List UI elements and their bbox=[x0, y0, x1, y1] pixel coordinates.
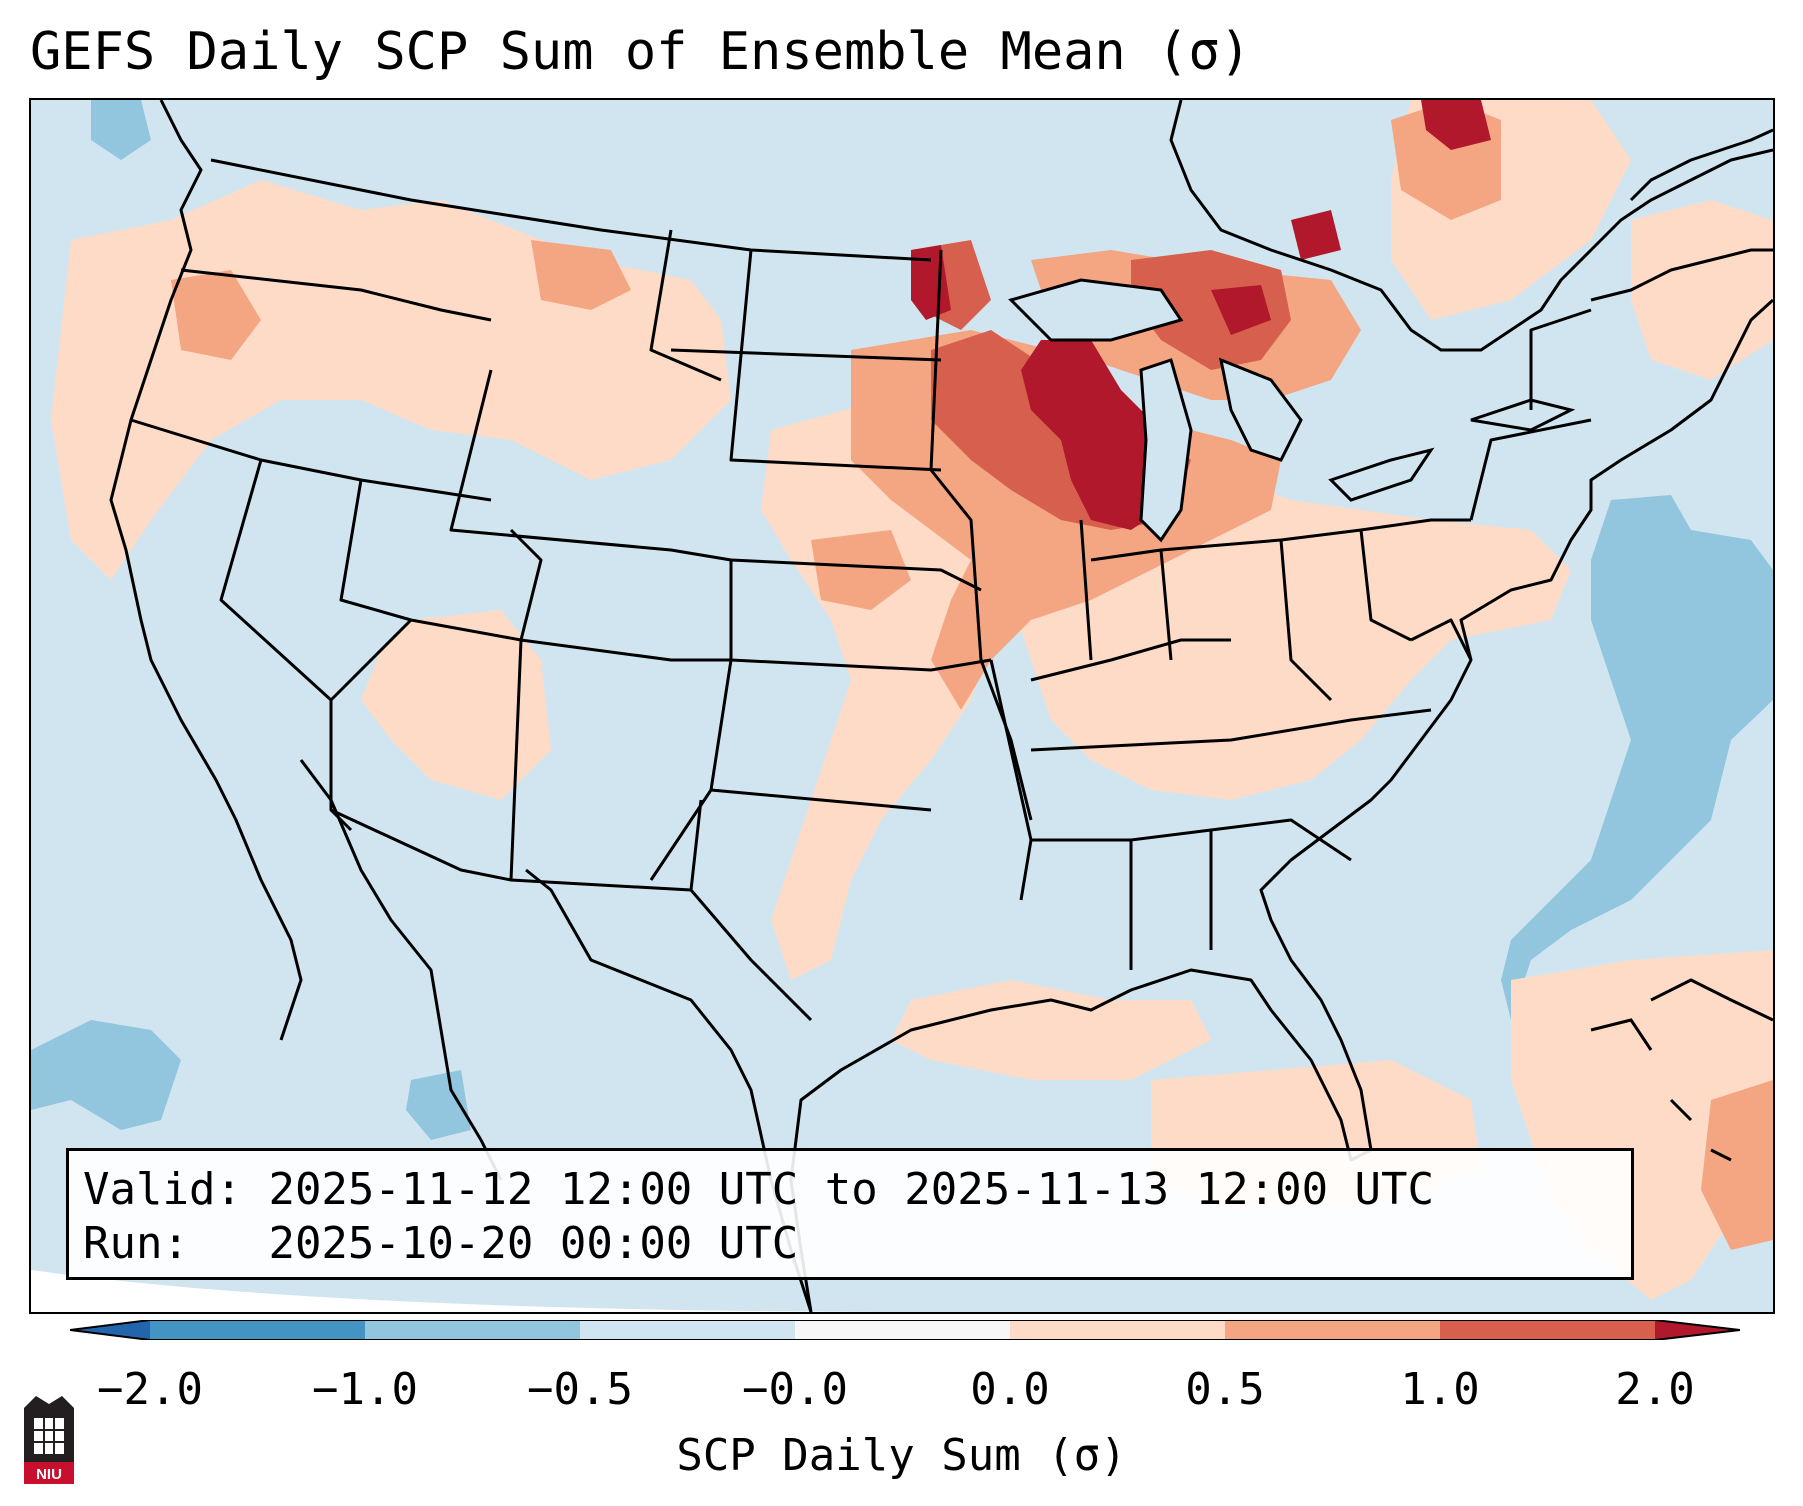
colorbar-bin-4 bbox=[1010, 1320, 1225, 1340]
valid-value: 2025-11-12 12:00 UTC to 2025-11-13 12:00… bbox=[268, 1164, 1435, 1215]
colorbar-tick: 0.0 bbox=[970, 1364, 1050, 1415]
colorbar-tick: −2.0 bbox=[97, 1364, 203, 1415]
map-panel[interactable] bbox=[29, 98, 1775, 1314]
niu-logo: NIU bbox=[24, 1396, 74, 1484]
logo-window-icon bbox=[34, 1418, 64, 1454]
caribbean-islands bbox=[1590, 1018, 1732, 1162]
colorbar-bin-1 bbox=[365, 1320, 580, 1340]
map-svg bbox=[31, 100, 1773, 1312]
colorbar-tick: −1.0 bbox=[312, 1364, 418, 1415]
valid-label: Valid: bbox=[83, 1164, 242, 1215]
colorbar-ticks: −2.0 −1.0 −0.5 −0.0 0.0 0.5 1.0 2.0 bbox=[0, 1364, 1803, 1424]
coastlines bbox=[109, 100, 1773, 1312]
negative-anomaly-regions bbox=[31, 100, 1773, 1140]
colorbar-tick: 1.0 bbox=[1400, 1364, 1480, 1415]
colorbar-tick: −0.0 bbox=[742, 1364, 848, 1415]
projection-edge bbox=[31, 1270, 931, 1312]
colorbar-bin-2 bbox=[580, 1320, 795, 1340]
map-title: GEFS Daily SCP Sum of Ensemble Mean (σ) bbox=[30, 22, 1251, 82]
great-lakes bbox=[1008, 278, 1576, 543]
colorbar-tick: −0.5 bbox=[527, 1364, 633, 1415]
colorbar-bin-3 bbox=[795, 1320, 1010, 1340]
run-label: Run: bbox=[83, 1218, 189, 1269]
logo-banner bbox=[24, 1462, 74, 1484]
colorbar-bin-5 bbox=[1225, 1320, 1440, 1340]
state-borders bbox=[130, 158, 1592, 1022]
colorbar-extend-high bbox=[1655, 1320, 1740, 1340]
colorbar-bin-6 bbox=[1440, 1320, 1655, 1340]
colorbar bbox=[70, 1320, 1740, 1340]
positive-anomaly-very-strong bbox=[911, 100, 1491, 530]
colorbar-bin-0 bbox=[150, 1320, 365, 1340]
colorbar-tick: 0.5 bbox=[1185, 1364, 1265, 1415]
colorbar-tick: 2.0 bbox=[1615, 1364, 1695, 1415]
colorbar-label: SCP Daily Sum (σ) bbox=[676, 1430, 1127, 1481]
valid-time-box: Valid: 2025-11-12 12:00 UTC to 2025-11-1… bbox=[66, 1148, 1634, 1280]
run-value: 2025-10-20 00:00 UTC bbox=[268, 1218, 799, 1269]
colorbar-extend-low bbox=[70, 1320, 150, 1340]
logo-text: NIU bbox=[36, 1466, 62, 1483]
